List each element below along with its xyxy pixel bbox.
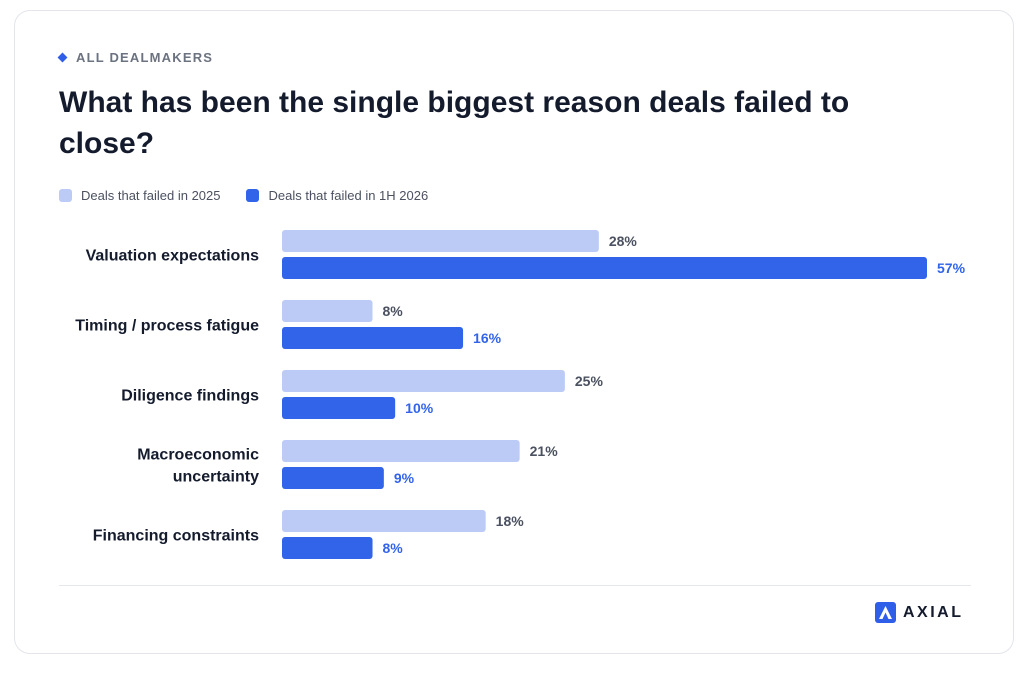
bar-value-label: 8% xyxy=(383,303,404,319)
category-label: Valuation expectations xyxy=(86,248,259,265)
axial-logo: AXIAL xyxy=(875,602,964,623)
bar-2025 xyxy=(282,510,486,532)
legend-label-2025: Deals that failed in 2025 xyxy=(81,188,221,203)
axial-logo-icon xyxy=(875,602,896,623)
category-label: Timing / process fatigue xyxy=(75,318,259,335)
bar-1h-2026 xyxy=(282,537,373,559)
bar-1h-2026 xyxy=(282,467,384,489)
bar-value-label: 28% xyxy=(609,233,638,249)
bar-1h-2026 xyxy=(282,257,927,279)
bar-1h-2026 xyxy=(282,327,464,349)
bar-value-label: 25% xyxy=(575,373,604,389)
bar-value-label: 9% xyxy=(394,470,415,486)
legend-label-1h-2026: Deals that failed in 1H 2026 xyxy=(268,188,429,203)
legend-swatch-2025 xyxy=(59,189,72,202)
bar-2025 xyxy=(282,440,520,462)
bar-1h-2026 xyxy=(282,397,396,419)
legend-item-2025: Deals that failed in 2025 xyxy=(59,188,220,203)
chart-card xyxy=(14,10,1014,654)
bar-value-label: 16% xyxy=(473,330,502,346)
bar-value-label: 57% xyxy=(937,260,966,276)
bar-value-label: 8% xyxy=(383,540,404,556)
legend: Deals that failed in 2025 Deals that fai… xyxy=(59,188,428,203)
eyebrow-label: ALL DEALMAKERS xyxy=(76,50,214,65)
bar-2025 xyxy=(282,300,373,322)
brand-name: AXIAL xyxy=(903,603,964,621)
bar-value-label: 10% xyxy=(405,400,434,416)
bar-2025 xyxy=(282,230,599,252)
bar-value-label: 21% xyxy=(530,443,559,459)
eyebrow: ALL DEALMAKERS xyxy=(57,50,214,65)
category-label: Diligence findings xyxy=(121,388,259,405)
category-label: Financing constraints xyxy=(93,528,259,545)
bar-2025 xyxy=(282,370,565,392)
legend-item-1h-2026: Deals that failed in 1H 2026 xyxy=(246,188,428,203)
legend-swatch-1h-2026 xyxy=(246,189,260,202)
bar-value-label: 18% xyxy=(496,513,525,529)
divider xyxy=(59,585,971,586)
category-label: Macroeconomic uncertainty xyxy=(137,447,259,486)
chart-title: What has been the single biggest reason … xyxy=(59,86,850,160)
